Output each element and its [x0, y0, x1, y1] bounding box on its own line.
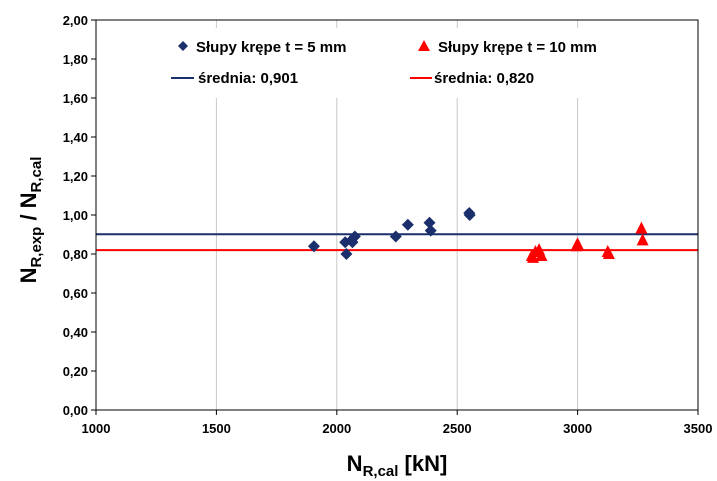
y-tick-label: 2,00 [63, 13, 88, 28]
data-point-triangle [636, 233, 649, 246]
legend-entry-mean-1: średnia: 0,901 [198, 70, 298, 87]
legend-entry-series-1: Słupy krępe t = 5 mm [196, 39, 346, 56]
y-axis-ticks: 0,00 0,20 0,40 0,60 0,80 1,00 1,20 1,40 1,60 1,80… [63, 13, 96, 418]
data-point-diamond [401, 218, 414, 231]
x-axis-ticks: 1000 1500 2000 2500 3000 3500 [82, 410, 713, 436]
x-axis-label: NR,cal [kN] [347, 451, 448, 480]
y-tick-label: 0,40 [63, 325, 88, 340]
legend-background [162, 28, 582, 98]
x-tick-label: 2000 [322, 421, 351, 436]
x-tick-label: 1000 [82, 421, 111, 436]
data-point-triangle [602, 247, 615, 259]
y-tick-label: 1,20 [63, 169, 88, 184]
data-point-diamond [463, 209, 476, 221]
x-tick-label: 3500 [684, 421, 713, 436]
x-tick-label: 3000 [563, 421, 592, 436]
y-tick-label: 0,00 [63, 403, 88, 418]
data-points [307, 207, 649, 263]
legend: Słupy krępe t = 5 mm Słupy krępe t = 10 … [162, 28, 597, 98]
legend-marker-diamond [178, 41, 188, 51]
data-point-triangle [571, 237, 584, 250]
y-tick-label: 1,40 [63, 130, 88, 145]
data-point-triangle [535, 248, 548, 261]
y-tick-label: 1,60 [63, 91, 88, 106]
data-point-diamond [424, 224, 437, 237]
data-point-diamond [423, 216, 436, 229]
y-tick-label: 0,80 [63, 247, 88, 262]
x-tick-label: 1500 [202, 421, 231, 436]
y-tick-label: 0,60 [63, 286, 88, 301]
data-point-triangle [635, 221, 648, 234]
data-point-diamond [389, 230, 402, 243]
data-point-diamond [348, 230, 361, 243]
y-tick-label: 1,00 [63, 208, 88, 223]
y-axis-label: NR,exp / NR,cal [16, 157, 45, 284]
legend-marker-triangle [418, 40, 430, 51]
y-tick-label: 1,80 [63, 52, 88, 67]
legend-entry-mean-2: średnia: 0,820 [434, 70, 534, 87]
data-point-diamond [307, 240, 320, 253]
legend-entry-series-2: Słupy krępe t = 10 mm [438, 39, 597, 56]
x-tick-label: 2500 [443, 421, 472, 436]
y-tick-label: 0,20 [63, 364, 88, 379]
data-point-diamond [340, 248, 353, 260]
